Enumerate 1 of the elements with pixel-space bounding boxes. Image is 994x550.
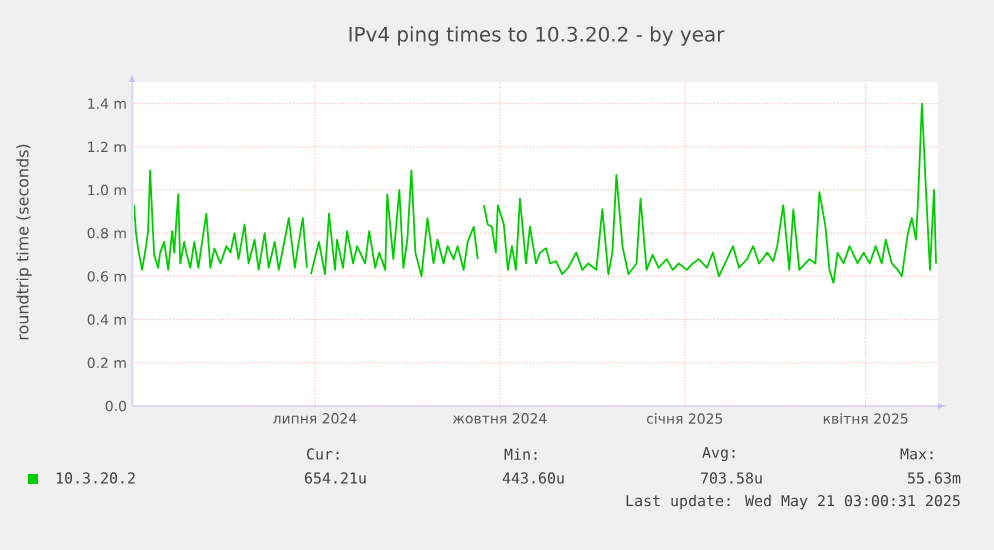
chart-title: IPv4 ping times to 10.3.20.2 - by year xyxy=(349,26,725,46)
